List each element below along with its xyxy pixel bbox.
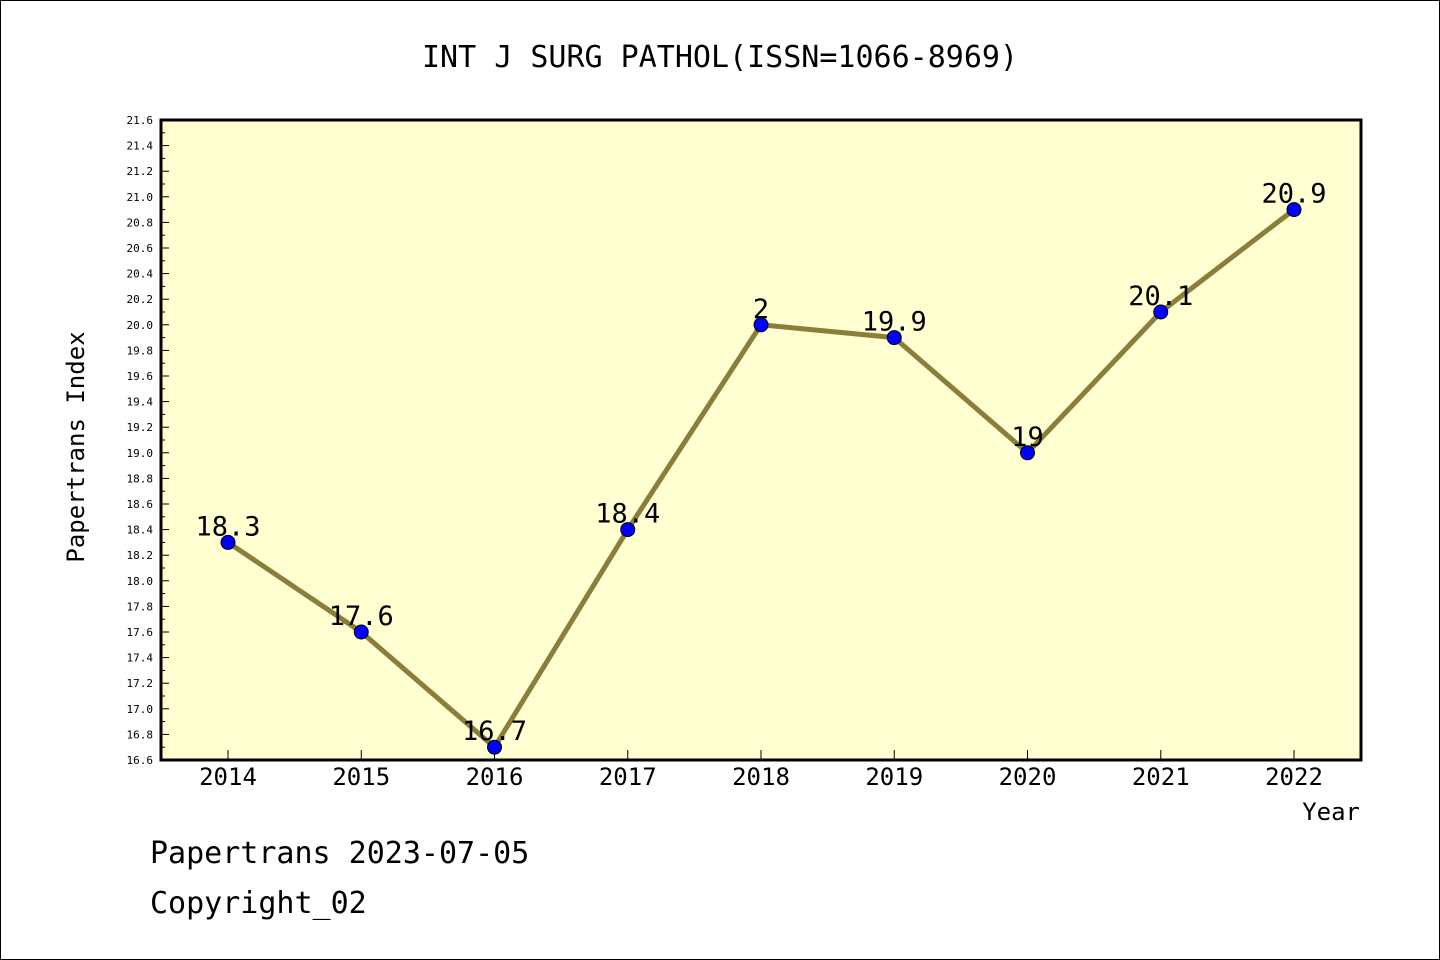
y-tick-label: 16.8 [127, 728, 154, 741]
y-tick-label: 20.4 [127, 268, 154, 281]
y-tick-label: 19.4 [127, 396, 154, 409]
y-axis-title: Papertrans Index [62, 331, 90, 562]
y-tick-label: 17.2 [127, 677, 154, 690]
y-tick-label: 16.6 [127, 754, 154, 767]
x-tick-label: 2022 [1265, 763, 1323, 791]
y-tick-label: 17.4 [127, 652, 154, 665]
data-label: 16.7 [462, 716, 527, 747]
y-tick-label: 17.8 [127, 600, 154, 613]
data-label: 19.9 [862, 307, 927, 338]
data-label: 18.4 [595, 499, 660, 530]
x-tick-label: 2016 [466, 763, 524, 791]
y-tick-label: 18.6 [127, 498, 154, 511]
y-tick-label: 21.4 [127, 140, 154, 153]
x-tick-label: 2017 [599, 763, 657, 791]
y-tick-label: 17.6 [127, 626, 154, 639]
data-label: 18.3 [195, 511, 260, 542]
y-tick-label: 19.8 [127, 344, 154, 357]
footer-date: Papertrans 2023-07-05 [150, 836, 530, 871]
data-point [620, 522, 636, 538]
y-tick-label: 17.0 [127, 703, 154, 716]
data-point [353, 624, 369, 640]
y-tick-label: 19.2 [127, 421, 154, 434]
x-axis: 2014 2015 2016 2017 2018 2019 2020 2021 2022 [199, 750, 1323, 791]
data-point [1153, 304, 1169, 320]
data-label: 17.6 [329, 601, 394, 632]
footer-copyright: Copyright_02 [150, 886, 367, 921]
y-tick-label: 21.6 [127, 114, 154, 127]
x-tick-label: 2019 [865, 763, 923, 791]
data-label: 2 [753, 294, 769, 325]
data-markers [220, 202, 1302, 755]
y-tick-label: 20.6 [127, 242, 154, 255]
data-label: 19 [1011, 422, 1044, 453]
y-tick-label: 19.0 [127, 447, 154, 460]
data-point [220, 534, 236, 550]
x-tick-label: 2018 [732, 763, 790, 791]
data-point [1286, 202, 1302, 218]
y-axis: 16.6 16.8 17.0 17.2 17.4 17.6 17.8 18.0 18.2 18.4… [127, 114, 169, 767]
data-point [886, 330, 902, 346]
x-tick-label: 2014 [199, 763, 257, 791]
x-tick-label: 2021 [1132, 763, 1190, 791]
y-tick-label: 18.4 [127, 524, 154, 537]
data-point [487, 739, 502, 755]
y-tick-label: 20.0 [127, 319, 154, 332]
data-label: 20.1 [1128, 281, 1193, 312]
y-tick-label: 19.6 [127, 370, 154, 383]
x-tick-label: 2015 [332, 763, 390, 791]
chart-title: INT J SURG PATHOL(ISSN=1066-8969) [422, 40, 1018, 75]
y-tick-label: 18.8 [127, 472, 154, 485]
x-tick-label: 2020 [999, 763, 1057, 791]
plot-area [159, 118, 1363, 762]
data-point [1020, 445, 1035, 461]
data-labels: 18.3 17.6 16.7 18.4 2 19.9 19 20.1 20.9 [195, 179, 1326, 748]
y-tick-label: 18.2 [127, 549, 154, 562]
y-tick-label: 20.2 [127, 293, 154, 306]
data-point [753, 317, 769, 333]
y-tick-label: 21.2 [127, 165, 154, 178]
y-tick-label: 20.8 [127, 216, 154, 229]
y-tick-label: 18.0 [127, 575, 154, 588]
x-axis-title: Year [1302, 798, 1360, 826]
data-label: 20.9 [1261, 179, 1326, 210]
y-tick-label: 21.0 [127, 191, 154, 204]
